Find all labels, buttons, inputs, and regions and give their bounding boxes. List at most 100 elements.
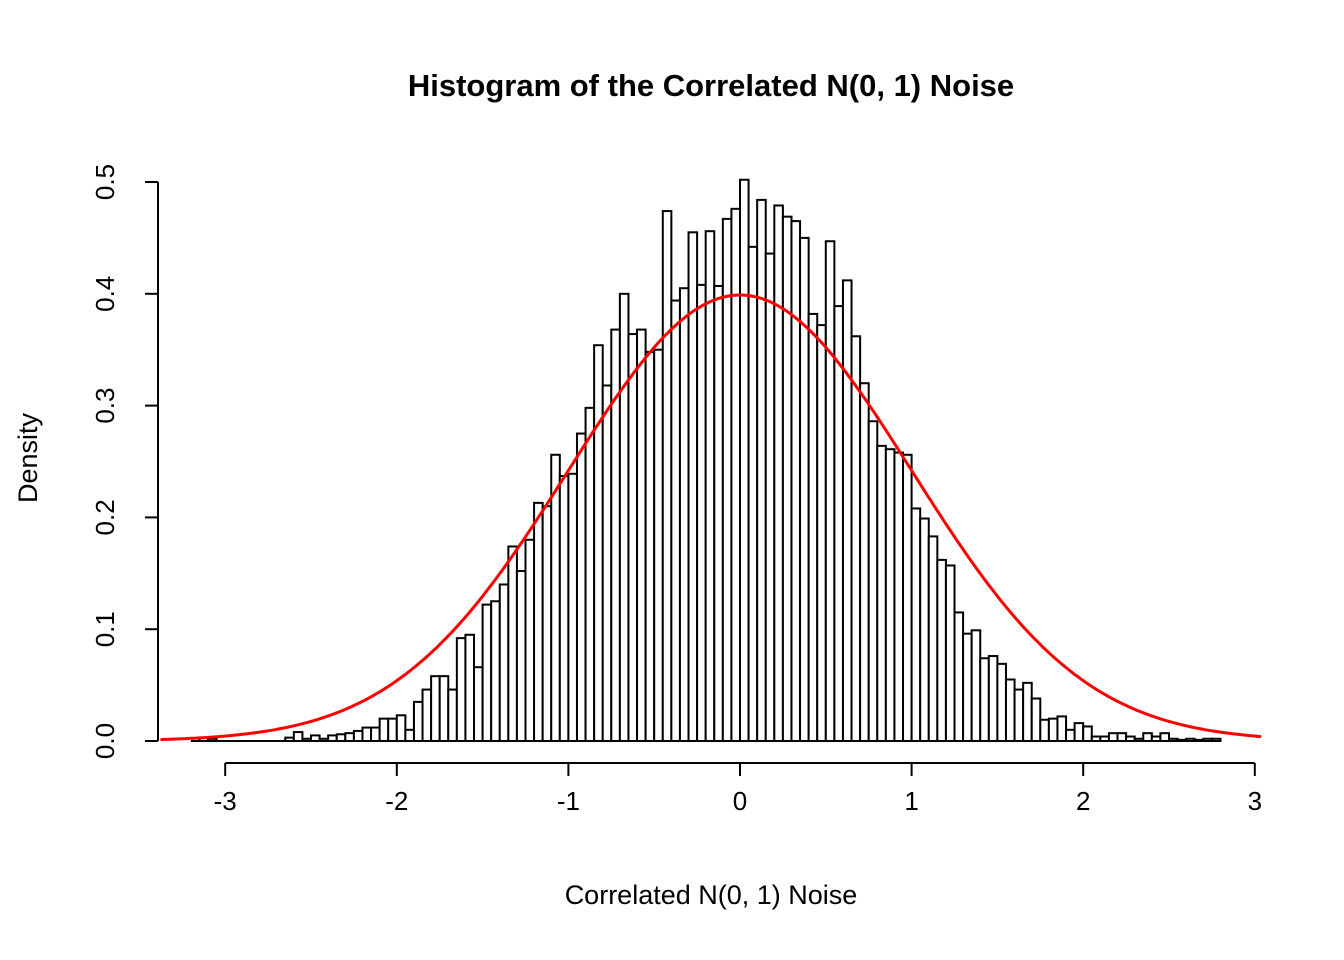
histogram-bar [481,603,493,742]
histogram-bar [824,240,836,742]
x-tick-label: -3 [214,786,237,816]
histogram-bar [1125,735,1136,743]
histogram-bar [524,538,536,743]
histogram-bar [841,279,853,742]
histogram-bar [833,305,844,742]
histogram-bar [1099,735,1110,743]
histogram-bar [936,558,947,742]
histogram-bar [970,629,982,743]
histogram-bar [799,236,810,742]
chart-title: Histogram of the Correlated N(0, 1) Nois… [408,68,1014,103]
y-tick-label: 0.1 [90,611,120,647]
histogram-bar [1185,737,1196,743]
histogram-bar [627,333,639,742]
histogram-bar [1159,732,1171,742]
histogram-bar [378,717,390,743]
x-tick-label: 3 [1248,786,1262,816]
density-curve-layer [160,293,1262,741]
histogram-bar [730,207,741,742]
histogram-bar [781,215,793,743]
histogram-bar [747,245,759,742]
histogram-bar [876,444,887,742]
histogram-bar [292,731,304,742]
y-axis: 0.0 0.1 0.2 0.3 0.4 0.5 [90,164,159,759]
histogram-bar [541,505,553,742]
histogram-bar [421,688,433,743]
histogram-bar [644,350,656,742]
histogram-bar [1073,722,1085,742]
histogram-bar [1039,718,1050,743]
histogram-bar [1082,725,1093,742]
histogram-bar [284,736,295,743]
histogram-bar [1202,737,1213,743]
histogram-bar [867,420,879,742]
x-tick-label: 1 [904,786,918,816]
histogram-bar [713,284,724,742]
histogram-bar [344,732,355,742]
histogram-bar [1022,681,1033,742]
histogram-bar [927,535,939,742]
histogram-bar [859,382,870,742]
histogram-bar [670,299,681,742]
histogram-bar [498,583,510,742]
histogram-bar [395,714,407,742]
histogram-bar [490,600,501,742]
histogram-bar [447,688,458,743]
histogram-bar [1176,738,1188,743]
histogram-bar [696,283,707,742]
histogram-bar [1133,737,1145,743]
y-axis-label: Density [13,412,43,503]
y-tick-label: 0.4 [90,276,120,312]
histogram-bar [850,335,862,742]
y-tick-label: 0.2 [90,499,120,535]
histogram-bar [430,675,441,742]
x-axis-label: Correlated N(0, 1) Noise [565,880,858,910]
histogram-bar [979,657,990,743]
histogram-bar [1142,732,1153,742]
histogram-bar [1013,688,1025,743]
histogram-bar [962,632,973,742]
histogram-bar [1107,732,1119,742]
histogram-bar [1116,732,1128,742]
histogram-bar [816,324,827,742]
histogram-bar [412,700,424,742]
histogram-bar [1065,728,1076,743]
histogram-bar [884,448,896,742]
histogram-bar [1047,717,1059,743]
histogram-bar [987,655,999,743]
histogram-bar [1193,738,1205,743]
histogram-bar [404,728,415,743]
histogram-bar [790,220,802,742]
histogram-bar [739,178,750,742]
histogram-bar [910,507,922,742]
histogram-bar [919,517,930,743]
x-tick-label: 2 [1076,786,1090,816]
histogram-bar [335,733,347,742]
histogram-bar [361,726,373,743]
histogram-bar [352,729,364,743]
histogram-bar [1168,737,1179,743]
histogram-bar [567,472,578,742]
y-tick-label: 0.5 [90,164,120,200]
x-tick-label: -1 [557,786,580,816]
histogram-bar [515,570,527,742]
histogram-bar [953,611,965,742]
histogram-bar [1056,715,1068,743]
histogram-bar [1004,678,1016,743]
y-tick-label: 0.0 [90,723,120,759]
histogram-bar [902,453,913,742]
histogram-bar [455,637,467,743]
histogram-bar [893,451,905,742]
histogram-bar [601,384,613,742]
histogram-bar [584,406,596,742]
histogram-bar [764,252,776,743]
histogram-bar [773,204,784,743]
histogram-bar [310,734,321,742]
histogram-bar [533,501,544,742]
density-curve [160,293,1262,741]
histogram-bar [438,675,450,742]
histogram-bar [636,328,647,742]
histogram-bar [370,726,381,743]
histogram-bars [190,178,1222,743]
histogram-bar [327,734,338,742]
